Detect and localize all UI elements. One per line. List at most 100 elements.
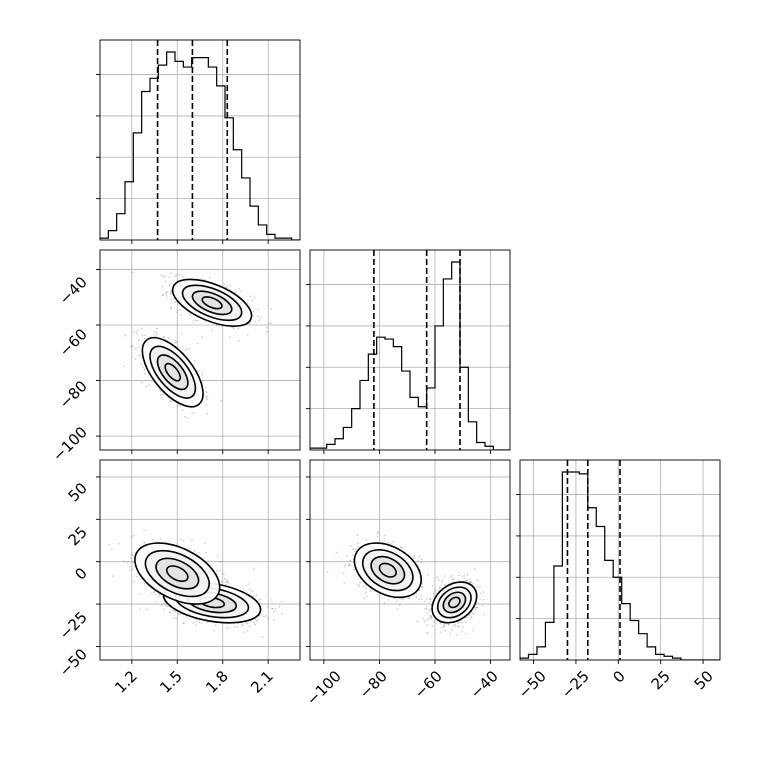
sample-point	[352, 548, 354, 550]
sample-point	[465, 579, 468, 582]
sample-point	[228, 626, 230, 629]
sample-point	[428, 610, 431, 612]
sample-point	[170, 307, 172, 310]
sample-point	[451, 575, 453, 577]
sample-point	[475, 607, 477, 609]
sample-point	[428, 597, 430, 599]
sample-point	[241, 624, 244, 627]
sample-point	[161, 294, 164, 296]
sample-point	[384, 534, 387, 536]
sample-point	[197, 342, 199, 345]
sample-point	[144, 541, 146, 544]
sample-point	[413, 555, 415, 557]
sample-point	[348, 563, 351, 565]
sample-point	[278, 605, 281, 608]
sample-point	[132, 561, 134, 563]
sample-point	[433, 592, 435, 595]
sample-point	[252, 595, 255, 597]
sample-point	[433, 591, 436, 593]
sample-point	[236, 625, 239, 628]
sample-point	[420, 561, 423, 564]
sample-point	[365, 591, 367, 593]
sample-point	[172, 297, 175, 300]
sample-point	[242, 624, 244, 626]
sample-point	[138, 593, 141, 595]
sample-point	[420, 598, 423, 601]
sample-point	[153, 333, 155, 336]
sample-point	[158, 593, 161, 596]
sample-point	[211, 328, 214, 331]
sample-point	[453, 625, 456, 627]
sample-point	[461, 575, 464, 577]
sample-point	[415, 596, 418, 598]
contour-level	[156, 354, 189, 391]
sample-point	[428, 601, 431, 603]
sample-point	[137, 346, 140, 349]
sample-point	[170, 291, 172, 293]
sample-point	[174, 341, 177, 344]
sample-point	[441, 580, 444, 582]
sample-point	[335, 551, 338, 554]
x-tick-label: 0	[609, 667, 628, 686]
sample-point	[142, 366, 144, 368]
histogram-outline	[520, 471, 720, 660]
sample-point	[123, 365, 125, 368]
sample-point	[136, 575, 138, 578]
sample-point	[206, 404, 208, 406]
sample-point	[152, 538, 154, 541]
sample-point	[437, 579, 440, 581]
sample-point	[225, 286, 227, 289]
sample-point	[254, 618, 257, 621]
sample-point	[166, 605, 168, 608]
sample-point	[402, 598, 404, 601]
sample-point	[351, 553, 354, 556]
sample-point	[192, 622, 195, 624]
sample-point	[213, 629, 215, 632]
sample-point	[369, 588, 372, 591]
sample-point	[263, 615, 265, 618]
sample-point	[248, 625, 251, 628]
sample-point	[178, 404, 180, 407]
sample-point	[143, 529, 145, 532]
sample-point	[430, 604, 433, 606]
sample-point	[226, 581, 229, 583]
sample-point	[439, 622, 442, 624]
sample-point	[457, 574, 460, 577]
sample-point	[112, 575, 114, 577]
y-tick-labels-param-2: −100 −80 −60 −40	[49, 273, 91, 465]
sample-point	[461, 621, 463, 624]
sample-point	[246, 302, 249, 304]
sample-point	[421, 558, 423, 560]
y-tick-label: −80	[56, 377, 91, 412]
sample-point	[220, 399, 223, 402]
sample-point	[469, 617, 471, 619]
sample-point	[179, 612, 181, 615]
sample-point	[482, 598, 485, 601]
sample-point	[238, 288, 240, 290]
sample-point	[481, 604, 484, 607]
sample-point	[201, 336, 203, 338]
sample-point	[471, 611, 473, 614]
sample-point	[174, 610, 177, 613]
sample-point	[458, 625, 460, 628]
sample-point	[155, 331, 158, 334]
sample-point	[163, 608, 165, 611]
sample-point	[413, 557, 415, 560]
contour-group	[171, 278, 253, 327]
sample-point	[253, 296, 256, 299]
sample-point	[432, 594, 435, 596]
sample-point	[433, 621, 436, 623]
sample-point	[455, 634, 458, 636]
sample-point	[189, 547, 192, 550]
sample-point	[362, 585, 365, 588]
sample-point	[270, 322, 273, 325]
sample-point	[174, 275, 176, 277]
sample-point	[203, 278, 206, 281]
y-tick-labels-param-3: −50 −25 0 25 50	[56, 479, 91, 680]
sample-point	[170, 307, 172, 309]
sample-point	[420, 586, 423, 588]
sample-point	[143, 368, 146, 371]
sample-point	[178, 274, 181, 276]
sample-point	[444, 629, 447, 632]
sample-point	[176, 311, 179, 313]
